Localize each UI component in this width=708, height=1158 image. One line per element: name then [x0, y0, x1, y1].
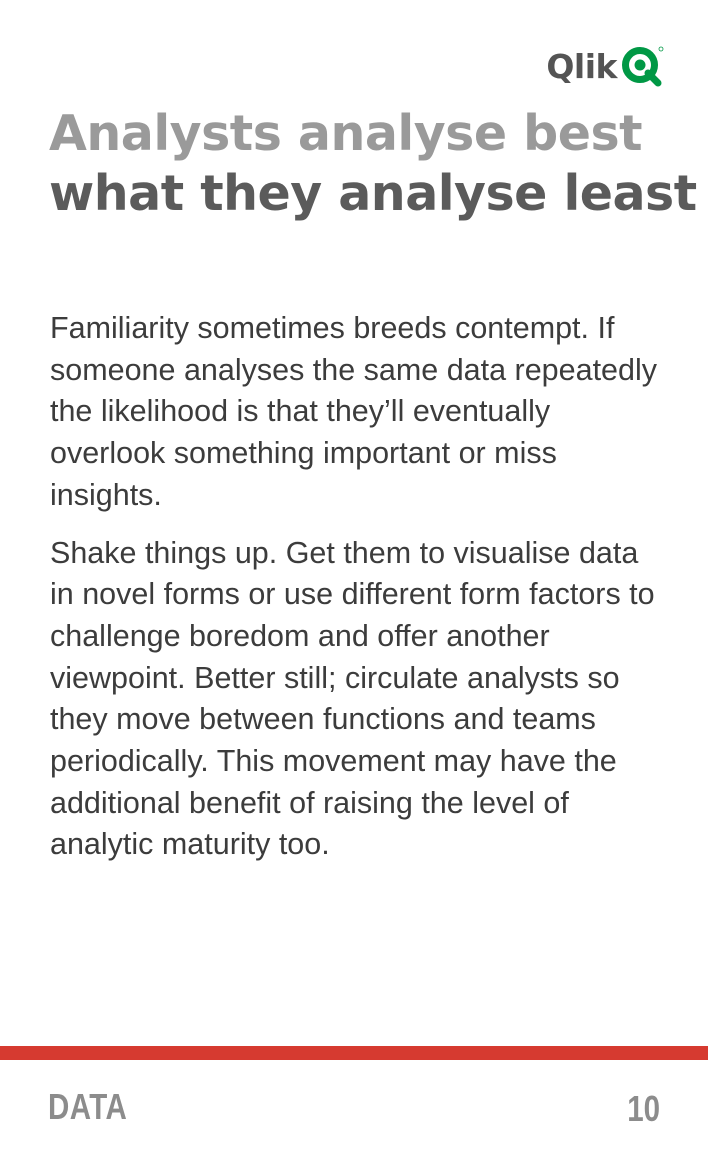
body-paragraph-2: Shake things up. Get them to visualise d… — [50, 535, 655, 862]
footer-section-label: DATA — [48, 1086, 128, 1127]
qlik-logo: Qlik — [546, 44, 664, 88]
page-number: 10 — [627, 1088, 660, 1129]
footer-divider — [0, 1046, 708, 1060]
body-copy: Familiarity sometimes breeds contempt. I… — [50, 308, 670, 882]
qlik-q-icon — [622, 46, 664, 87]
logo-text: Qlik — [546, 46, 617, 86]
body-paragraph-1: Familiarity sometimes breeds contempt. I… — [50, 311, 657, 512]
title-line-1: Analysts analyse best — [49, 105, 643, 162]
title-line-2: what they analyse least — [49, 165, 697, 222]
page-title: Analysts analyse best what they analyse … — [49, 104, 697, 224]
